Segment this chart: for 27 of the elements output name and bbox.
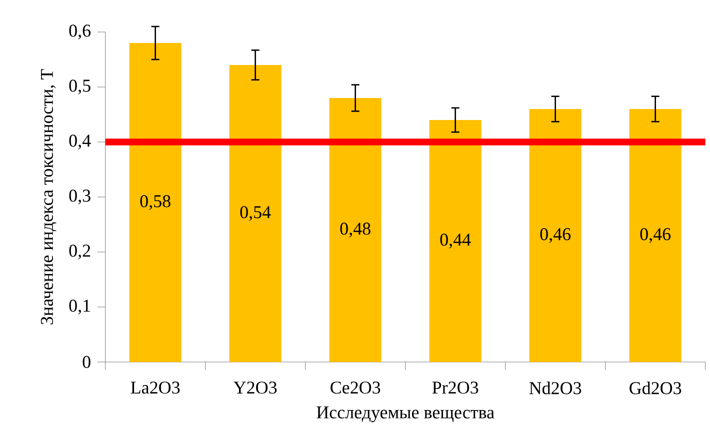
bar bbox=[329, 98, 382, 362]
data-label: 0,46 bbox=[640, 228, 671, 243]
y-tick-label: 0,3 bbox=[69, 190, 90, 204]
y-axis-title: Значение индекса токсичности, Т bbox=[40, 69, 56, 324]
bar bbox=[629, 108, 682, 362]
data-label: 0,48 bbox=[340, 222, 370, 238]
x-tick-label: Gd2O3 bbox=[630, 382, 682, 394]
x-tick-label: La2O3 bbox=[130, 382, 180, 394]
x-tick-label: Pr2O3 bbox=[432, 382, 478, 394]
y-tick-label: 0,4 bbox=[69, 134, 91, 150]
y-tick-label: 0 bbox=[82, 356, 90, 368]
x-tick-label: Y2O3 bbox=[234, 382, 277, 394]
data-label: 0,44 bbox=[440, 234, 471, 248]
y-tick-label: 0,5 bbox=[69, 80, 90, 94]
data-label: 0,54 bbox=[240, 206, 271, 221]
x-tick-label: Nd2O3 bbox=[529, 382, 582, 394]
y-tick-label: 0,2 bbox=[69, 244, 90, 260]
y-tick-label: 0,6 bbox=[69, 24, 91, 40]
bar bbox=[429, 120, 482, 362]
data-label: 0,46 bbox=[540, 228, 571, 243]
data-label: 0,58 bbox=[140, 195, 170, 210]
bar bbox=[529, 108, 582, 362]
bar bbox=[129, 43, 182, 362]
x-tick-label: Ce2O3 bbox=[330, 382, 380, 394]
bar bbox=[229, 64, 282, 362]
x-axis-title: Исследуемые вещества bbox=[316, 406, 494, 422]
y-tick-label: 0,1 bbox=[69, 300, 90, 314]
